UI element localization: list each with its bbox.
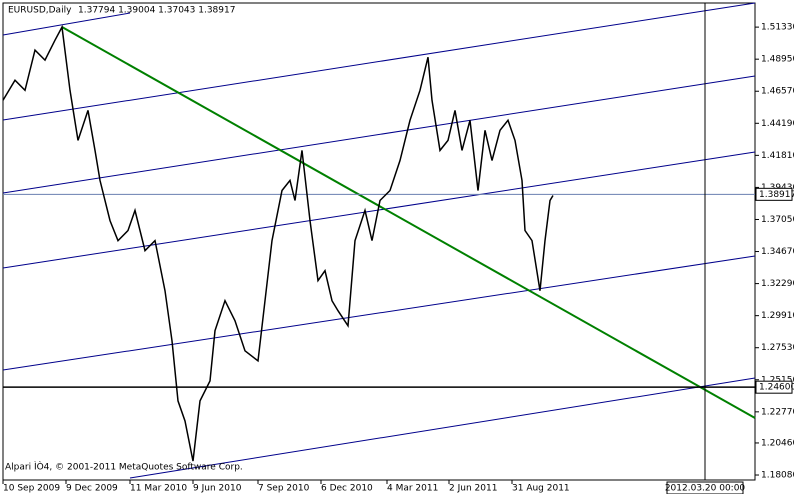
x-tick-label: 9 Dec 2009	[66, 484, 118, 494]
y-tick-label: 1.25150	[761, 375, 794, 385]
x-tick-label: 9 Jun 2010	[193, 484, 242, 494]
hline-label: 1.24600	[759, 383, 794, 393]
y-tick-label: 1.27530	[761, 343, 794, 353]
price-line-series	[2, 24, 554, 462]
channel-lines	[2, 2, 756, 479]
y-tick-label: 1.51330	[761, 23, 794, 33]
channel-line	[2, 151, 756, 269]
hline-label-box	[755, 380, 793, 394]
y-tick-label: 1.48950	[761, 55, 794, 65]
y-tick-label: 1.18080	[761, 471, 794, 481]
price-label-box	[755, 187, 793, 201]
channel-line	[2, 12, 131, 36]
price-label: 1.38917	[759, 190, 794, 200]
y-tick-label: 1.41810	[761, 151, 794, 161]
y-tick-label: 1.44190	[761, 119, 794, 129]
y-tick-label: 1.29910	[761, 311, 794, 321]
channel-line	[129, 377, 756, 479]
y-tick-label: 1.37050	[761, 215, 794, 225]
channel-line	[2, 255, 756, 371]
y-tick-label: 1.46570	[761, 87, 794, 97]
vline-label: 2012.03.20 00:00	[665, 484, 746, 494]
plot-area	[2, 2, 756, 481]
x-tick-label: 6 Dec 2010	[321, 484, 373, 494]
x-tick-label: 4 Mar 2011	[387, 484, 438, 494]
x-tick-label: 10 Sep 2009	[3, 484, 60, 494]
copyright: Alpari ÌÒ4, © 2001-2011 MetaQuotes Softw…	[5, 461, 243, 473]
y-tick-label: 1.20460	[761, 438, 794, 448]
channel-line	[2, 2, 756, 121]
x-tick-label: 11 Mar 2010	[130, 484, 187, 494]
y-tick-label: 1.22770	[761, 407, 794, 417]
chart-title: EURUSD,Daily	[8, 6, 72, 16]
x-tick-label: 2 Jun 2011	[449, 484, 497, 494]
ohlc-values: 1.37794 1.39004 1.37043 1.38917	[78, 6, 235, 16]
y-tick-label: 1.32290	[761, 279, 794, 289]
y-tick-label: 1.34670	[761, 247, 794, 257]
x-tick-label: 31 Aug 2011	[512, 484, 570, 494]
trend-line	[61, 26, 756, 419]
channel-line	[2, 75, 756, 194]
x-tick-label: 7 Sep 2010	[258, 484, 310, 494]
